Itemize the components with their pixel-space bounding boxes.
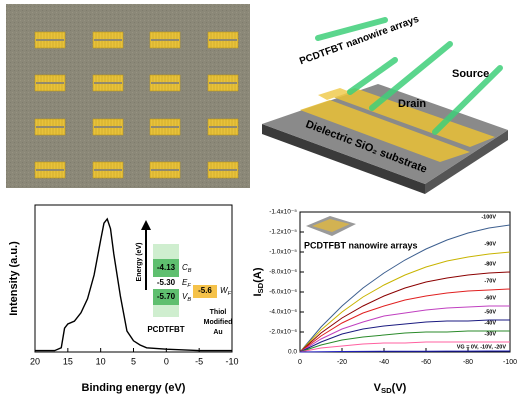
x-tick-label: -60 — [421, 359, 431, 366]
cb-label-part: B — [188, 268, 192, 274]
band-box — [153, 259, 179, 277]
x-tick-label: -40 — [379, 359, 389, 366]
x-tick-label: 20 — [30, 356, 40, 366]
x-axis-label-part: V — [374, 382, 382, 394]
x-tick-label: -10 — [225, 356, 238, 366]
material-label: PCDTFBT — [147, 325, 184, 334]
data-line — [299, 271, 511, 353]
band-box — [153, 289, 179, 305]
y-tick-label: -1.0x10⁻⁵ — [269, 249, 297, 256]
data-line — [299, 341, 510, 353]
data-line — [35, 217, 232, 352]
series-label: -30V — [484, 331, 496, 337]
ef-value: -5.30 — [157, 278, 176, 287]
ef-label-part: E — [182, 278, 188, 287]
schematic — [262, 17, 508, 194]
vb-label-part: B — [187, 297, 191, 303]
wf-label: WF — [220, 286, 232, 297]
cb-value: -4.13 — [157, 263, 176, 272]
micrograph — [6, 4, 250, 188]
metal-label: Au — [213, 329, 222, 336]
data-line — [299, 330, 510, 353]
y-axis-label: Intensity (a.u.) — [8, 241, 20, 316]
energy-axis: Energy (eV) — [136, 243, 143, 282]
y-axis-label-part: (A) — [252, 267, 264, 283]
y-tick-label: -1.2x10⁻⁵ — [269, 229, 297, 236]
vb-label-part: V — [182, 292, 188, 301]
data-line — [299, 288, 511, 353]
drain-label: Drain — [398, 98, 426, 110]
x-tick-label: -5 — [195, 356, 203, 366]
series-label: -100V — [481, 214, 496, 220]
y-axis-label-part: I — [252, 293, 264, 296]
y-tick-label: 0.0 — [288, 349, 297, 356]
x-tick-label: 0 — [298, 359, 302, 366]
vb-value: -5.70 — [157, 292, 176, 301]
x-axis-label-part: SD — [381, 386, 392, 395]
x-tick-label: 0 — [164, 356, 169, 366]
x-tick-label: 10 — [96, 356, 106, 366]
series-label: -90V — [484, 241, 496, 247]
wf-label-part: F — [228, 291, 232, 297]
cb-label: CB — [182, 263, 192, 274]
electrode-pads — [34, 31, 239, 179]
ef-label-part: F — [187, 283, 191, 289]
y-axis-label-part: SD — [256, 282, 265, 293]
series-label: -50V — [484, 309, 496, 315]
chip-pads — [312, 219, 350, 232]
x-tick-label: 15 — [63, 356, 73, 366]
x-tick-label: 5 — [131, 356, 136, 366]
y-axis-label: ISD(A) — [252, 267, 265, 296]
x-tick-label: -20 — [337, 359, 347, 366]
arrow-head — [141, 220, 151, 230]
ef-label: EF — [182, 278, 191, 289]
x-axis-label: Binding energy (eV) — [82, 382, 186, 394]
band-fade — [153, 244, 179, 259]
y-tick-label: -2.0x10⁻⁶ — [269, 329, 297, 336]
inset-label: PCDTFBT nanowire arrays — [304, 240, 418, 250]
series-label: -80V — [484, 261, 496, 267]
data-line — [299, 319, 510, 353]
y-tick-label: -8.0x10⁻⁶ — [269, 269, 297, 276]
data-line — [299, 305, 510, 353]
x-axis-label-part: (V) — [392, 382, 407, 394]
metal-label: Modified — [204, 319, 233, 326]
series-label: -70V — [484, 278, 496, 284]
series-label: VG = 0V, -10V, -20V — [457, 344, 507, 350]
data-line — [299, 251, 511, 353]
y-tick-label: -1.4x10⁻⁵ — [269, 209, 297, 216]
source-label: Source — [452, 68, 489, 80]
y-tick-label: -4.0x10⁻⁶ — [269, 309, 297, 316]
series-label: -60V — [484, 295, 496, 301]
series-label: -40V — [484, 320, 496, 326]
data-line — [299, 224, 511, 353]
wf-value: -5.6 — [198, 286, 212, 295]
x-tick-label: -100 — [503, 359, 517, 366]
metal-label: Thiol — [210, 309, 227, 316]
y-tick-label: -6.0x10⁻⁶ — [269, 289, 297, 296]
data-line — [299, 350, 510, 353]
plot-frame — [299, 211, 511, 353]
x-axis-label: VSD(V) — [374, 382, 407, 395]
cb-label-part: C — [182, 263, 188, 272]
band-fade — [153, 305, 179, 317]
x-tick-label: -80 — [463, 359, 473, 366]
wf-label-part: W — [220, 286, 229, 295]
vb-label: VB — [182, 292, 191, 303]
wf-box — [193, 285, 217, 298]
